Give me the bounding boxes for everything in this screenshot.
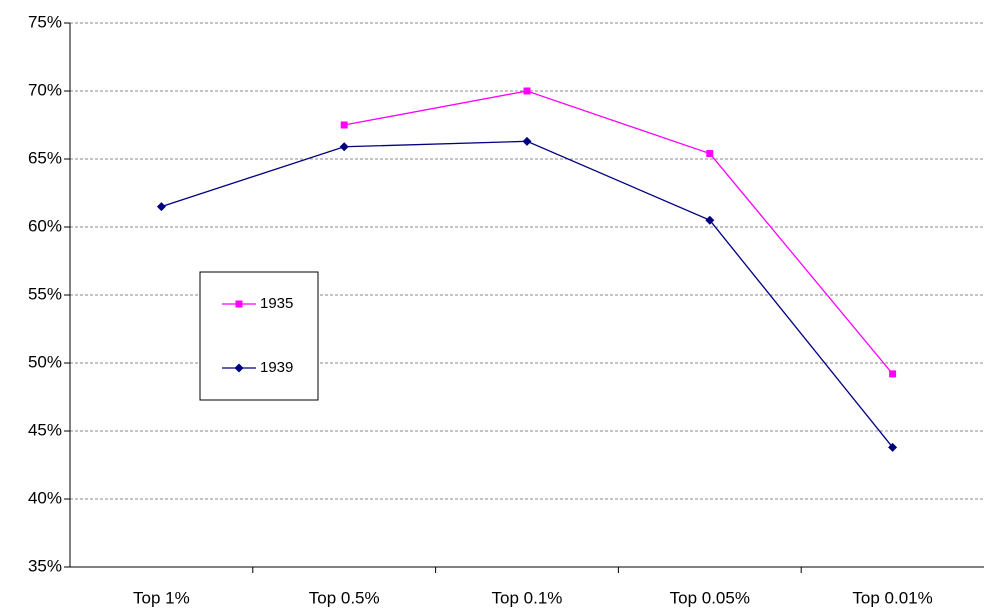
y-tick-label: 55% bbox=[28, 284, 62, 303]
point bbox=[339, 142, 349, 152]
y-tick-label: 65% bbox=[28, 148, 62, 167]
legend bbox=[199, 271, 319, 401]
x-tick-label: Top 0.01% bbox=[852, 588, 932, 607]
y-tick-label: 70% bbox=[28, 80, 62, 99]
x-tick-label: Top 1% bbox=[133, 588, 190, 607]
point bbox=[340, 121, 348, 129]
point bbox=[705, 215, 715, 225]
y-tick-label: 50% bbox=[28, 352, 62, 371]
point bbox=[889, 370, 897, 378]
legend-label: 1939 bbox=[260, 359, 293, 376]
legend-marker bbox=[235, 300, 243, 308]
point bbox=[888, 442, 898, 452]
point bbox=[706, 150, 714, 158]
y-tick-label: 35% bbox=[28, 556, 62, 575]
x-tick-label: Top 0.1% bbox=[492, 588, 563, 607]
y-tick-label: 45% bbox=[28, 420, 62, 439]
point bbox=[156, 202, 166, 212]
point bbox=[523, 87, 531, 95]
point bbox=[522, 136, 532, 146]
y-tick-label: 40% bbox=[28, 488, 62, 507]
y-tick-label: 75% bbox=[28, 12, 62, 31]
y-tick-label: 60% bbox=[28, 216, 62, 235]
series-line bbox=[344, 90, 894, 375]
legend-label: 1935 bbox=[260, 295, 293, 312]
legend-marker bbox=[234, 363, 244, 373]
x-tick-label: Top 0.5% bbox=[309, 588, 380, 607]
x-tick-label: Top 0.05% bbox=[670, 588, 750, 607]
